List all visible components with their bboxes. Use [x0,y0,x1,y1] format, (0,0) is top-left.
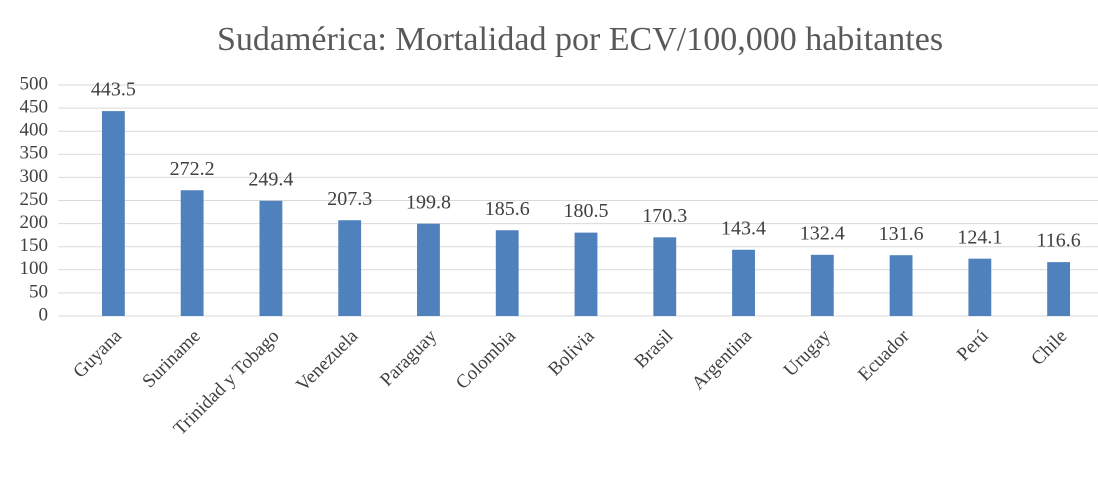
y-tick-label: 50 [29,281,48,302]
bar [732,249,755,316]
data-label: 272.2 [170,158,215,180]
bar [180,190,204,316]
bar [338,220,362,316]
x-tick-label: Bolivia [544,325,599,380]
data-label: 131.6 [879,223,924,245]
y-tick-label: 450 [20,96,49,117]
y-tick-label: 150 [20,235,49,256]
bar [1047,262,1071,316]
bar [259,200,283,316]
y-tick-label: 300 [20,166,49,187]
x-tick-label: Guyana [69,325,126,382]
y-tick-label: 200 [20,212,49,233]
data-label: 207.3 [327,188,372,210]
x-tick-label: Paraguay [376,325,441,390]
y-tick-label: 250 [20,189,49,210]
x-tick-label: Urugay [780,325,835,380]
bar [574,232,598,316]
x-tick-label: Ecuador [854,325,914,385]
y-tick-label: 100 [20,258,49,279]
bar [417,223,440,316]
data-label: 170.3 [642,205,687,227]
data-label: 185.6 [485,198,530,220]
x-tick-label: Argentina [688,325,757,394]
x-tick-label: Colombia [452,325,520,393]
x-tick-label: Chile [1027,326,1071,370]
x-tick-label: Perú [953,325,993,365]
y-tick-label: 500 [20,73,49,94]
y-tick-label: 400 [20,120,49,141]
y-tick-label: 350 [20,143,49,164]
bar [495,230,519,316]
data-label: 116.6 [1036,230,1080,252]
x-tick-label: Venezuela [292,325,362,395]
bar [653,237,677,316]
data-label: 199.8 [406,191,451,213]
chart-title: Sudamérica: Mortalidad por ECV/100,000 h… [217,21,943,58]
bar [810,254,834,316]
data-label: 249.4 [248,168,293,190]
data-label: 132.4 [800,222,845,244]
y-tick-label: 0 [39,304,49,325]
bar [101,111,125,316]
data-label: 443.5 [91,79,136,101]
bar [968,258,992,316]
data-label: 124.1 [957,226,1002,248]
x-tick-label: Suriname [138,326,204,392]
data-label: 180.5 [564,200,609,222]
data-label: 143.4 [721,217,766,239]
bar [889,255,913,316]
x-tick-label: Brasil [630,326,677,373]
